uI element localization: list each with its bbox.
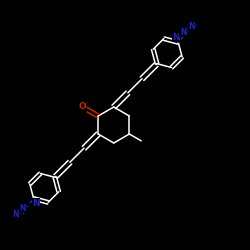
Text: N⁺: N⁺ [180,28,190,37]
Text: O: O [79,102,87,111]
Text: N⁺: N⁺ [20,204,30,212]
Text: N: N [32,198,40,207]
Text: N⁻: N⁻ [12,210,22,219]
Text: N⁻: N⁻ [188,22,199,31]
Text: N: N [172,33,180,42]
